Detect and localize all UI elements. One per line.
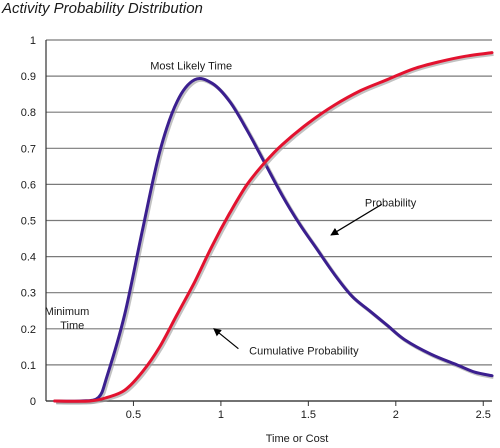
annotation-layer: Most Likely Time Minimum Time Probability Cu… [45, 60, 417, 357]
annotation-probability: Probability [365, 197, 417, 209]
x-tick-label: 1 [218, 409, 224, 421]
annotation-time: Time [60, 320, 84, 332]
arrow-cumulative-probability [213, 328, 239, 350]
y-tick-label: 0.1 [21, 360, 36, 372]
chart-title: Activity Probability Distribution [2, 0, 203, 17]
y-tick-label: 0.7 [21, 143, 36, 155]
y-tick-label: 0.9 [21, 71, 36, 83]
annotation-most-likely-time: Most Likely Time [150, 60, 232, 72]
y-tick-label: 0.5 [21, 216, 36, 228]
y-tick-label: 0.6 [21, 179, 36, 191]
y-tick-label: 1 [30, 35, 36, 47]
series-line-cumulative-probability [53, 51, 494, 403]
x-axis-label: Time or Cost [266, 433, 329, 445]
y-tick-label: 0.2 [21, 324, 36, 336]
series-shadow [56, 52, 494, 405]
annotation-cumulative-probability: Cumulative Probability [249, 345, 359, 357]
x-tick-label: 2 [393, 409, 399, 421]
series-line-probability [53, 76, 494, 403]
y-tick-label: 0.3 [21, 288, 36, 300]
series-layer [53, 51, 494, 405]
x-tick-label: 1.5 [301, 409, 316, 421]
arrow-probability [330, 203, 383, 236]
x-tick-label: 2.5 [476, 409, 491, 421]
axis-layer: 0 0.1 0.2 0.3 0.4 0.5 0.6 0.7 0.8 0.9 1 0.5 1 1.5 2 2.5… [21, 35, 492, 445]
x-tick-label: 0.5 [126, 409, 141, 421]
annotation-minimum: Minimum [45, 306, 90, 318]
y-tick-label: 0 [30, 396, 36, 408]
y-tick-label: 0.8 [21, 107, 36, 119]
y-tick-label: 0.4 [21, 252, 36, 264]
